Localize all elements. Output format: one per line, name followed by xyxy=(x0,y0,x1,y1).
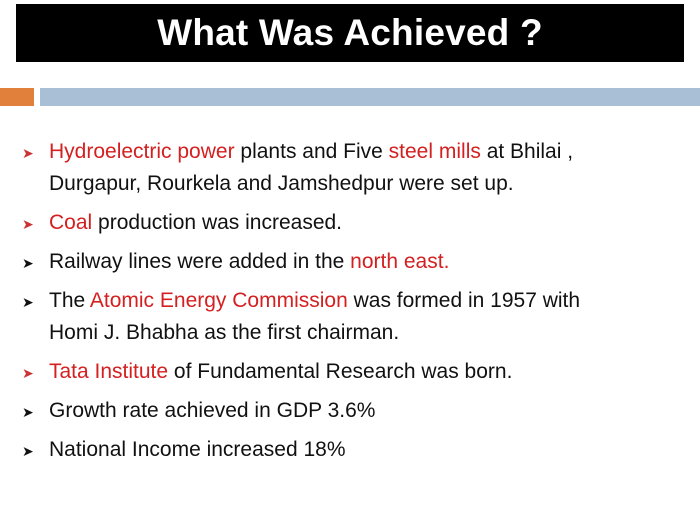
arrowhead-bullet-icon: ➤ xyxy=(22,443,34,459)
bullet-item-railway: ➤ Railway lines were added in the north … xyxy=(22,246,682,278)
accent-bar-orange xyxy=(0,88,34,106)
body-text: was formed in 1957 with xyxy=(347,289,581,312)
arrowhead-bullet-icon: ➤ xyxy=(22,216,34,232)
bullet-text: Coal production was increased. xyxy=(49,207,682,239)
body-text: Growth rate achieved in GDP 3.6% xyxy=(49,399,376,422)
bullet-text: Railway lines were added in the north ea… xyxy=(49,246,682,278)
bullet-text: Hydroelectric power plants and Five stee… xyxy=(49,136,682,200)
arrowhead-bullet-icon: ➤ xyxy=(22,404,34,420)
bullet-item-national-income: ➤ National Income increased 18% xyxy=(22,434,682,466)
body-text: at Bhilai , xyxy=(480,140,574,163)
bullet-text: Growth rate achieved in GDP 3.6% xyxy=(49,395,682,427)
arrowhead-bullet-icon: ➤ xyxy=(22,145,34,161)
highlight-text: steel mills xyxy=(388,140,481,163)
bullet-item-growth-rate: ➤ Growth rate achieved in GDP 3.6% xyxy=(22,395,682,427)
body-text: plants and Five xyxy=(234,140,389,163)
body-text: production was increased. xyxy=(92,211,343,234)
highlight-text: north east. xyxy=(350,250,450,273)
body-text: Railway lines were added in the xyxy=(49,250,351,273)
bullet-text: National Income increased 18% xyxy=(49,434,682,466)
body-text: National Income increased 18% xyxy=(49,438,346,461)
bullet-list: ➤ Hydroelectric power plants and Five st… xyxy=(22,136,682,473)
bullet-item-atomic-energy: ➤ The Atomic Energy Commission was forme… xyxy=(22,285,682,349)
bullet-text: The Atomic Energy Commission was formed … xyxy=(49,285,682,349)
slide-title: What Was Achieved ? xyxy=(157,12,543,53)
accent-bar-blue xyxy=(40,88,700,106)
bullet-item-hydroelectric: ➤ Hydroelectric power plants and Five st… xyxy=(22,136,682,200)
bullet-item-tata-institute: ➤ Tata Institute of Fundamental Research… xyxy=(22,356,682,388)
highlight-text: Tata Institute xyxy=(49,360,169,383)
bullet-item-coal: ➤ Coal production was increased. xyxy=(22,207,682,239)
bullet-text: Tata Institute of Fundamental Research w… xyxy=(49,356,682,388)
arrowhead-bullet-icon: ➤ xyxy=(22,294,34,310)
highlight-text: Hydroelectric power xyxy=(49,140,235,163)
body-text: Durgapur, Rourkela and Jamshedpur were s… xyxy=(49,172,514,195)
arrowhead-bullet-icon: ➤ xyxy=(22,255,34,271)
highlight-text: Atomic Energy Commission xyxy=(89,289,348,312)
body-text: Homi J. Bhabha as the first chairman. xyxy=(49,321,400,344)
body-text: The xyxy=(49,289,90,312)
body-text: of Fundamental Research was born. xyxy=(168,360,513,383)
title-bar: What Was Achieved ? xyxy=(16,4,684,62)
highlight-text: Coal xyxy=(49,211,93,234)
arrowhead-bullet-icon: ➤ xyxy=(22,365,34,381)
